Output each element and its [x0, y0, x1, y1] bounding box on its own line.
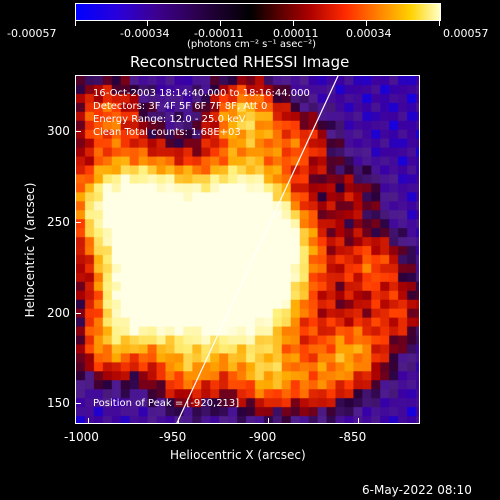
- y-tick-label: 200: [47, 306, 70, 320]
- x-tick-label: -850: [339, 430, 367, 444]
- colorbar-tick-label: -0.00034: [120, 27, 170, 40]
- y-tick: [75, 313, 81, 314]
- colorbar-tick-label: 0.00057: [443, 27, 489, 40]
- y-tick: [75, 131, 81, 132]
- colorbar-tick: [75, 21, 76, 26]
- colorbar-unit-label: (photons cm⁻² s⁻¹ asec⁻²): [187, 39, 317, 50]
- peak-position-label: Position of Peak = [-920,213]: [93, 398, 240, 409]
- solar-limb-line: [176, 76, 339, 423]
- x-tick: [268, 418, 269, 424]
- colorbar-tick: [439, 21, 440, 26]
- x-tick-label: -900: [249, 430, 277, 444]
- x-axis-label: Heliocentric X (arcsec): [170, 448, 306, 462]
- colorbar-tick-label: -0.00011: [194, 27, 244, 40]
- y-tick-label: 300: [47, 124, 70, 138]
- colorbar-tick: [293, 21, 294, 26]
- colorbar-tick-label: -0.00057: [7, 27, 57, 40]
- y-tick: [75, 403, 81, 404]
- y-axis-label: Heliocentric Y (arcsec): [23, 182, 37, 318]
- info-line-time: 16-Oct-2003 18:14:40.000 to 18:16:44.000: [93, 88, 310, 99]
- colorbar-tick: [220, 21, 221, 26]
- y-tick-label: 150: [47, 396, 70, 410]
- x-tick: [358, 418, 359, 424]
- plot-area: [75, 75, 420, 424]
- colorbar-tick: [147, 21, 148, 26]
- colorbar-tick-label: 0.00011: [273, 27, 319, 40]
- info-line-clean: Clean Total counts: 1.68E+03: [93, 127, 241, 138]
- y-tick: [75, 222, 81, 223]
- colorbar: [75, 3, 441, 21]
- x-tick: [178, 418, 179, 424]
- info-line-detectors: Detectors: 3F 4F 5F 6F 7F 8F, Att 0: [93, 101, 268, 112]
- limb-overlay: [176, 76, 339, 423]
- colorbar-tick-label: 0.00034: [346, 27, 392, 40]
- x-tick-label: -950: [159, 430, 187, 444]
- info-line-energy: Energy Range: 12.0 - 25.0 keV: [93, 114, 246, 125]
- y-tick-label: 250: [47, 215, 70, 229]
- footer-date: 6-May-2022 08:10: [362, 483, 472, 497]
- x-tick: [88, 418, 89, 424]
- plot-title: Reconstructed RHESSI Image: [130, 53, 350, 71]
- rhessi-image: [76, 76, 419, 423]
- colorbar-tick: [366, 21, 367, 26]
- x-tick-label: -1000: [64, 430, 99, 444]
